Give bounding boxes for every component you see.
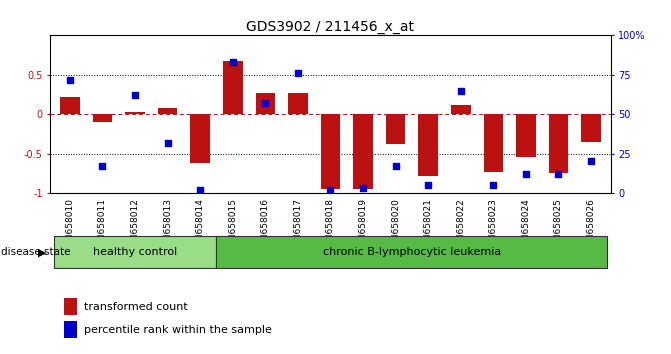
Bar bbox=[321, 114, 340, 189]
Point bbox=[97, 163, 108, 169]
Text: percentile rank within the sample: percentile rank within the sample bbox=[84, 325, 272, 335]
Point bbox=[130, 92, 140, 98]
Bar bbox=[93, 114, 112, 122]
Point bbox=[227, 59, 238, 65]
Bar bbox=[217, 236, 607, 268]
Point bbox=[391, 163, 401, 169]
Bar bbox=[288, 93, 308, 114]
Point bbox=[64, 77, 75, 82]
Text: healthy control: healthy control bbox=[93, 247, 177, 257]
Bar bbox=[158, 108, 177, 114]
Text: disease state: disease state bbox=[1, 247, 71, 257]
Title: GDS3902 / 211456_x_at: GDS3902 / 211456_x_at bbox=[246, 21, 415, 34]
Bar bbox=[125, 112, 145, 114]
Bar bbox=[54, 236, 217, 268]
Bar bbox=[419, 114, 438, 176]
Point bbox=[423, 182, 433, 188]
Bar bbox=[223, 61, 242, 114]
Bar bbox=[581, 114, 601, 142]
Point bbox=[553, 171, 564, 177]
Point bbox=[456, 88, 466, 93]
Point bbox=[162, 140, 173, 145]
Bar bbox=[191, 114, 210, 163]
Bar bbox=[64, 321, 77, 338]
Text: chronic B-lymphocytic leukemia: chronic B-lymphocytic leukemia bbox=[323, 247, 501, 257]
Bar bbox=[484, 114, 503, 172]
Bar bbox=[451, 105, 470, 114]
Bar bbox=[64, 298, 77, 314]
Bar bbox=[386, 114, 405, 144]
Point bbox=[195, 187, 205, 193]
Bar bbox=[353, 114, 373, 189]
Point bbox=[521, 171, 531, 177]
Bar bbox=[516, 114, 535, 158]
Bar bbox=[549, 114, 568, 173]
Text: ▶: ▶ bbox=[38, 247, 47, 257]
Point bbox=[260, 100, 270, 106]
Bar bbox=[256, 93, 275, 114]
Point bbox=[586, 159, 597, 164]
Point bbox=[358, 185, 368, 191]
Point bbox=[293, 70, 303, 76]
Bar bbox=[60, 97, 80, 114]
Point bbox=[488, 182, 499, 188]
Text: transformed count: transformed count bbox=[84, 302, 188, 312]
Point bbox=[325, 187, 336, 193]
